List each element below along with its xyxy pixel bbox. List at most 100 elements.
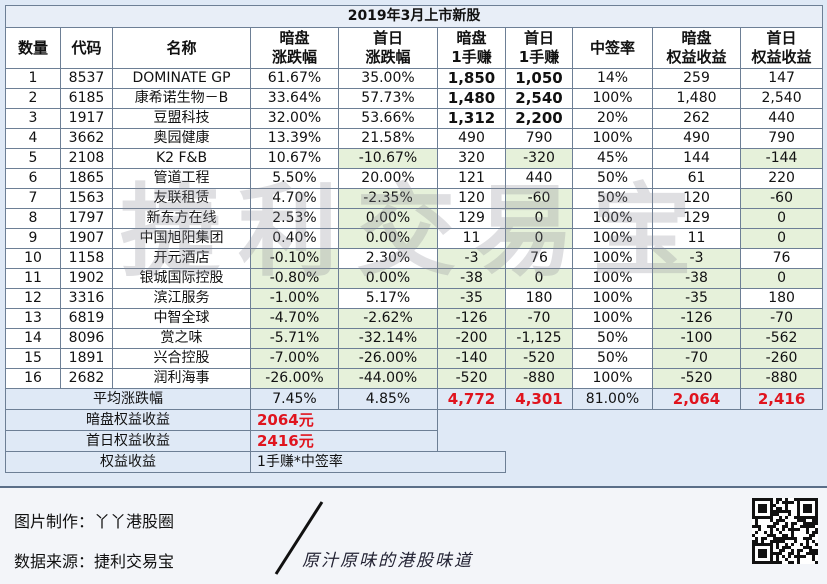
qr-cell (782, 501, 785, 504)
data-cell: 1865 (60, 168, 113, 189)
data-cell: 3 (5, 108, 61, 129)
qr-cell (785, 501, 788, 504)
data-cell: 1797 (60, 208, 113, 229)
data-cell: 11 (652, 228, 741, 249)
data-cell: 57.73% (338, 88, 438, 109)
header-line: 首日 (766, 29, 797, 47)
data-cell: 15 (5, 348, 61, 369)
qr-cell (797, 552, 800, 555)
qr-cell (776, 522, 779, 525)
qr-cell (761, 540, 764, 543)
qr-cell (812, 519, 815, 522)
qr-cell (773, 510, 776, 513)
data-cell: 1,480 (437, 88, 506, 109)
qr-cell (776, 555, 779, 558)
data-cell: 100% (572, 308, 653, 329)
data-cell: DOMINATE GP (112, 68, 251, 89)
header-cell: 暗盘 1手赚 (437, 27, 506, 69)
qr-cell (773, 552, 776, 555)
qr-cell (776, 561, 779, 564)
qr-cell (815, 522, 818, 525)
qr-cell (788, 546, 791, 549)
data-cell: 1158 (60, 248, 113, 269)
qr-cell (815, 552, 818, 555)
slash-line (274, 501, 324, 575)
data-row: 10 1158 开元酒店 -0.10% 2.30% -3 76 100% -3 76 (5, 248, 824, 269)
qr-cell (752, 540, 755, 543)
qr-cell (815, 561, 818, 564)
header-cell: 暗盘 权益收益 (652, 27, 741, 69)
qr-cell (809, 546, 812, 549)
data-cell: 3662 (60, 128, 113, 149)
qr-cell (776, 528, 779, 531)
data-cell: -200 (437, 328, 506, 349)
qr-cell (785, 537, 788, 540)
qr-cell (806, 531, 809, 534)
data-cell: 129 (437, 208, 506, 229)
data-cell: -520 (437, 368, 506, 389)
header-line: 数量 (17, 38, 48, 57)
qr-cell (773, 537, 776, 540)
qr-cell (761, 537, 764, 540)
qr-cell (812, 552, 815, 555)
qr-cell (788, 513, 791, 516)
qr-cell (785, 558, 788, 561)
data-cell: 0 (739, 268, 824, 289)
data-cell: 490 (437, 128, 506, 149)
qr-cell (806, 552, 809, 555)
qr-cell (779, 519, 782, 522)
data-cell: 20.00% (338, 168, 438, 189)
qr-cell (755, 522, 758, 525)
data-cell: 100% (572, 368, 653, 389)
data-cell: 440 (505, 168, 573, 189)
qr-cell (806, 528, 809, 531)
data-cell: 中国旭阳集团 (112, 228, 251, 249)
header-row: 数量 代码 名称 暗盘 涨跌幅 首日 涨跌幅 暗盘 1手赚 首日 1手赚 中签率 暗盘 权益收益 首日 权益收… (5, 27, 824, 69)
data-cell: 320 (437, 148, 506, 169)
data-cell: -1.00% (250, 288, 339, 309)
qr-cell (782, 510, 785, 513)
header-cell: 首日 1手赚 (505, 27, 573, 69)
header-line: 代码 (71, 38, 102, 57)
qr-cell (785, 525, 788, 528)
qr-cell (812, 525, 815, 528)
qr-cell (788, 510, 791, 513)
data-cell: -35 (437, 288, 506, 309)
data-cell: 3316 (60, 288, 113, 309)
qr-cell (785, 507, 788, 510)
slash (274, 501, 324, 575)
qr-cell (794, 555, 797, 558)
qr-cell (785, 516, 788, 519)
qr-cell (794, 528, 797, 531)
average-label: 平均涨跌幅 (5, 388, 251, 410)
data-cell: 1891 (60, 348, 113, 369)
data-row: 15 1891 兴合控股 -7.00% -26.00% -140 -520 50% -70 -26… (5, 348, 824, 369)
data-cell: 新东方在线 (112, 208, 251, 229)
data-row: 9 1907 中国旭阳集团 0.40% 0.00% 11 0 100% 11 0 (5, 228, 824, 249)
qr-cell (806, 546, 809, 549)
data-cell: -2.35% (338, 188, 438, 209)
qr-code (752, 498, 818, 564)
qr-cell (791, 531, 794, 534)
maker: 图片制作：丫丫港股圈 (14, 512, 175, 531)
qr-cell (815, 531, 818, 534)
data-cell: 2.30% (338, 248, 438, 269)
qr-cell (773, 513, 776, 516)
qr-cell (803, 504, 812, 513)
data-cell: 2.53% (250, 208, 339, 229)
data-row: 14 8096 赏之味 -5.71% -32.14% -200 -1,125 50% -100-… (5, 328, 824, 349)
data-cell: -32.14% (338, 328, 438, 349)
qr-cell (794, 537, 797, 540)
qr-cell (809, 534, 812, 537)
qr-cell (758, 525, 761, 528)
qr-cell (794, 540, 797, 543)
data-cell: 2,540 (505, 88, 573, 109)
data-cell: -144 (739, 148, 824, 169)
data-cell: 2 (5, 88, 61, 109)
qr-cell (788, 537, 791, 540)
qr-cell (770, 531, 773, 534)
data-cell: 14% (572, 68, 653, 89)
average-cell: 2,064 (652, 388, 741, 410)
qr-cell (800, 543, 803, 546)
summary-label: 首日权益收益 (5, 430, 251, 452)
